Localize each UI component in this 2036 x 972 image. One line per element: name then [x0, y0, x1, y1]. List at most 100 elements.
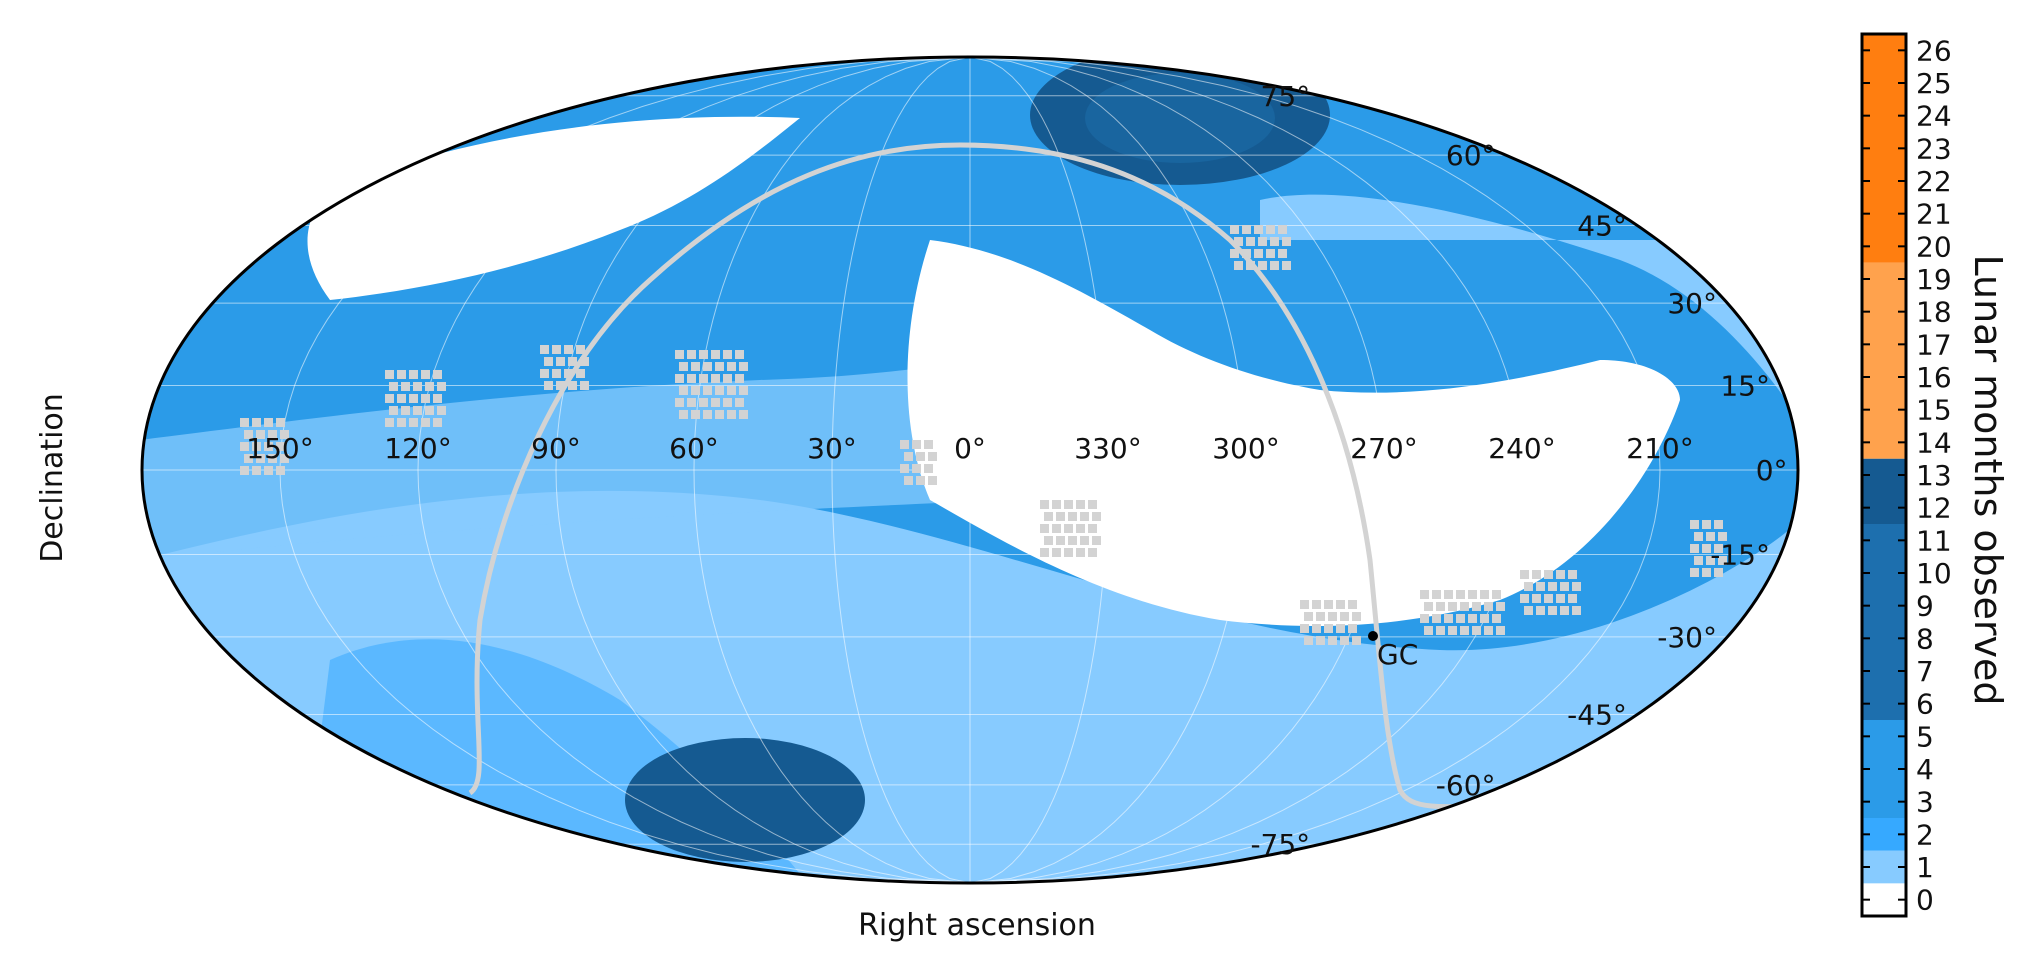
survey-tile — [1304, 636, 1313, 645]
survey-tile — [711, 398, 720, 407]
survey-tile — [679, 410, 688, 419]
survey-tile — [723, 374, 732, 383]
survey-tile — [252, 466, 261, 475]
survey-tile — [928, 476, 937, 485]
survey-tile — [437, 382, 446, 391]
sky-map: GC 150° 120° 90° 60° 30° 0° 330° 300° 270° 240° 21… — [35, 55, 1800, 943]
survey-tile — [409, 394, 418, 403]
survey-tile — [1242, 249, 1251, 258]
survey-tile — [735, 350, 744, 359]
survey-tile — [1556, 570, 1565, 579]
survey-tile — [1572, 582, 1581, 591]
x-axis-label: Right ascension — [858, 908, 1096, 943]
survey-tile — [1702, 568, 1711, 577]
ra-tick-label: 30° — [807, 432, 857, 465]
survey-tile — [256, 430, 265, 439]
graticule-meridian — [969, 57, 1523, 883]
survey-tile — [1312, 600, 1321, 609]
survey-tile — [280, 454, 289, 463]
ra-tick-label: 330° — [1074, 432, 1141, 465]
dec-tick-label: 60° — [1446, 139, 1496, 172]
colorbar-tick-label: 19 — [1916, 263, 1952, 296]
survey-tile — [1044, 512, 1053, 521]
survey-tile — [703, 386, 712, 395]
survey-tile — [1068, 536, 1077, 545]
survey-tile — [425, 406, 434, 415]
map-border — [140, 55, 1800, 885]
survey-tile — [912, 440, 921, 449]
survey-tile — [1254, 225, 1263, 234]
survey-tile — [1340, 612, 1349, 621]
survey-tile — [675, 398, 684, 407]
survey-tile — [556, 381, 565, 390]
survey-tile — [723, 350, 732, 359]
colorbar-tick-label: 13 — [1916, 459, 1952, 492]
survey-tile — [576, 369, 585, 378]
survey-tile — [244, 430, 253, 439]
galactic-plane-line — [468, 142, 1501, 810]
survey-tile — [1092, 536, 1101, 545]
survey-tile — [1080, 536, 1089, 545]
survey-tile — [264, 466, 273, 475]
survey-tile — [1088, 524, 1097, 533]
survey-tile — [397, 370, 406, 379]
survey-tile — [904, 452, 913, 461]
survey-tile — [433, 394, 442, 403]
survey-tile — [1352, 612, 1361, 621]
survey-tile — [1492, 590, 1501, 599]
dec-tick-label: 30° — [1667, 287, 1717, 320]
dec-tick-label: 75° — [1261, 80, 1311, 113]
survey-tile — [1234, 237, 1243, 246]
survey-tile — [1448, 602, 1457, 611]
survey-tile — [1420, 590, 1429, 599]
survey-tile — [715, 386, 724, 395]
ra-tick-label: 90° — [531, 432, 581, 465]
survey-tile — [1444, 614, 1453, 623]
survey-tile — [711, 374, 720, 383]
survey-tile — [1044, 536, 1053, 545]
survey-tile — [1520, 594, 1529, 603]
gc-marker-label: GC — [1377, 638, 1418, 671]
survey-tile — [916, 476, 925, 485]
colorbar: 0123456789101112131415161718192021222324… — [1860, 32, 2010, 918]
survey-tile — [1270, 237, 1279, 246]
survey-tile — [1496, 626, 1505, 635]
survey-tile — [1348, 600, 1357, 609]
survey-tile — [1548, 606, 1557, 615]
galactic-plane-tiles — [240, 225, 1727, 645]
survey-tile — [1336, 600, 1345, 609]
ra-tick-label: 120° — [384, 432, 451, 465]
survey-tile — [1532, 570, 1541, 579]
survey-tile — [568, 357, 577, 366]
survey-tile — [1436, 626, 1445, 635]
dec-tick-label: -15° — [1710, 539, 1770, 572]
survey-tile — [556, 357, 565, 366]
survey-tile — [1544, 570, 1553, 579]
colorbar-tick-label: 21 — [1916, 198, 1952, 231]
survey-tile — [1068, 512, 1077, 521]
ra-tick-label: 60° — [669, 432, 719, 465]
survey-tile — [544, 381, 553, 390]
survey-tile — [280, 430, 289, 439]
survey-tile — [544, 357, 553, 366]
deep-field-south — [625, 738, 865, 862]
survey-tile — [409, 370, 418, 379]
survey-tile — [1706, 532, 1715, 541]
survey-tile — [1492, 614, 1501, 623]
survey-tile — [711, 350, 720, 359]
survey-tile — [580, 381, 589, 390]
survey-tile — [1532, 594, 1541, 603]
survey-tile — [1234, 261, 1243, 270]
colorbar-tick-label: 25 — [1916, 67, 1952, 100]
survey-tile — [735, 398, 744, 407]
ra-tick-label: 0° — [954, 432, 986, 465]
survey-tile — [1348, 624, 1357, 633]
survey-tile — [1340, 636, 1349, 645]
colorbar-tick-label: 3 — [1916, 786, 1934, 819]
survey-tile — [1568, 570, 1577, 579]
survey-tile — [252, 418, 261, 427]
survey-tile — [1336, 624, 1345, 633]
survey-tile — [580, 357, 589, 366]
survey-tile — [564, 369, 573, 378]
